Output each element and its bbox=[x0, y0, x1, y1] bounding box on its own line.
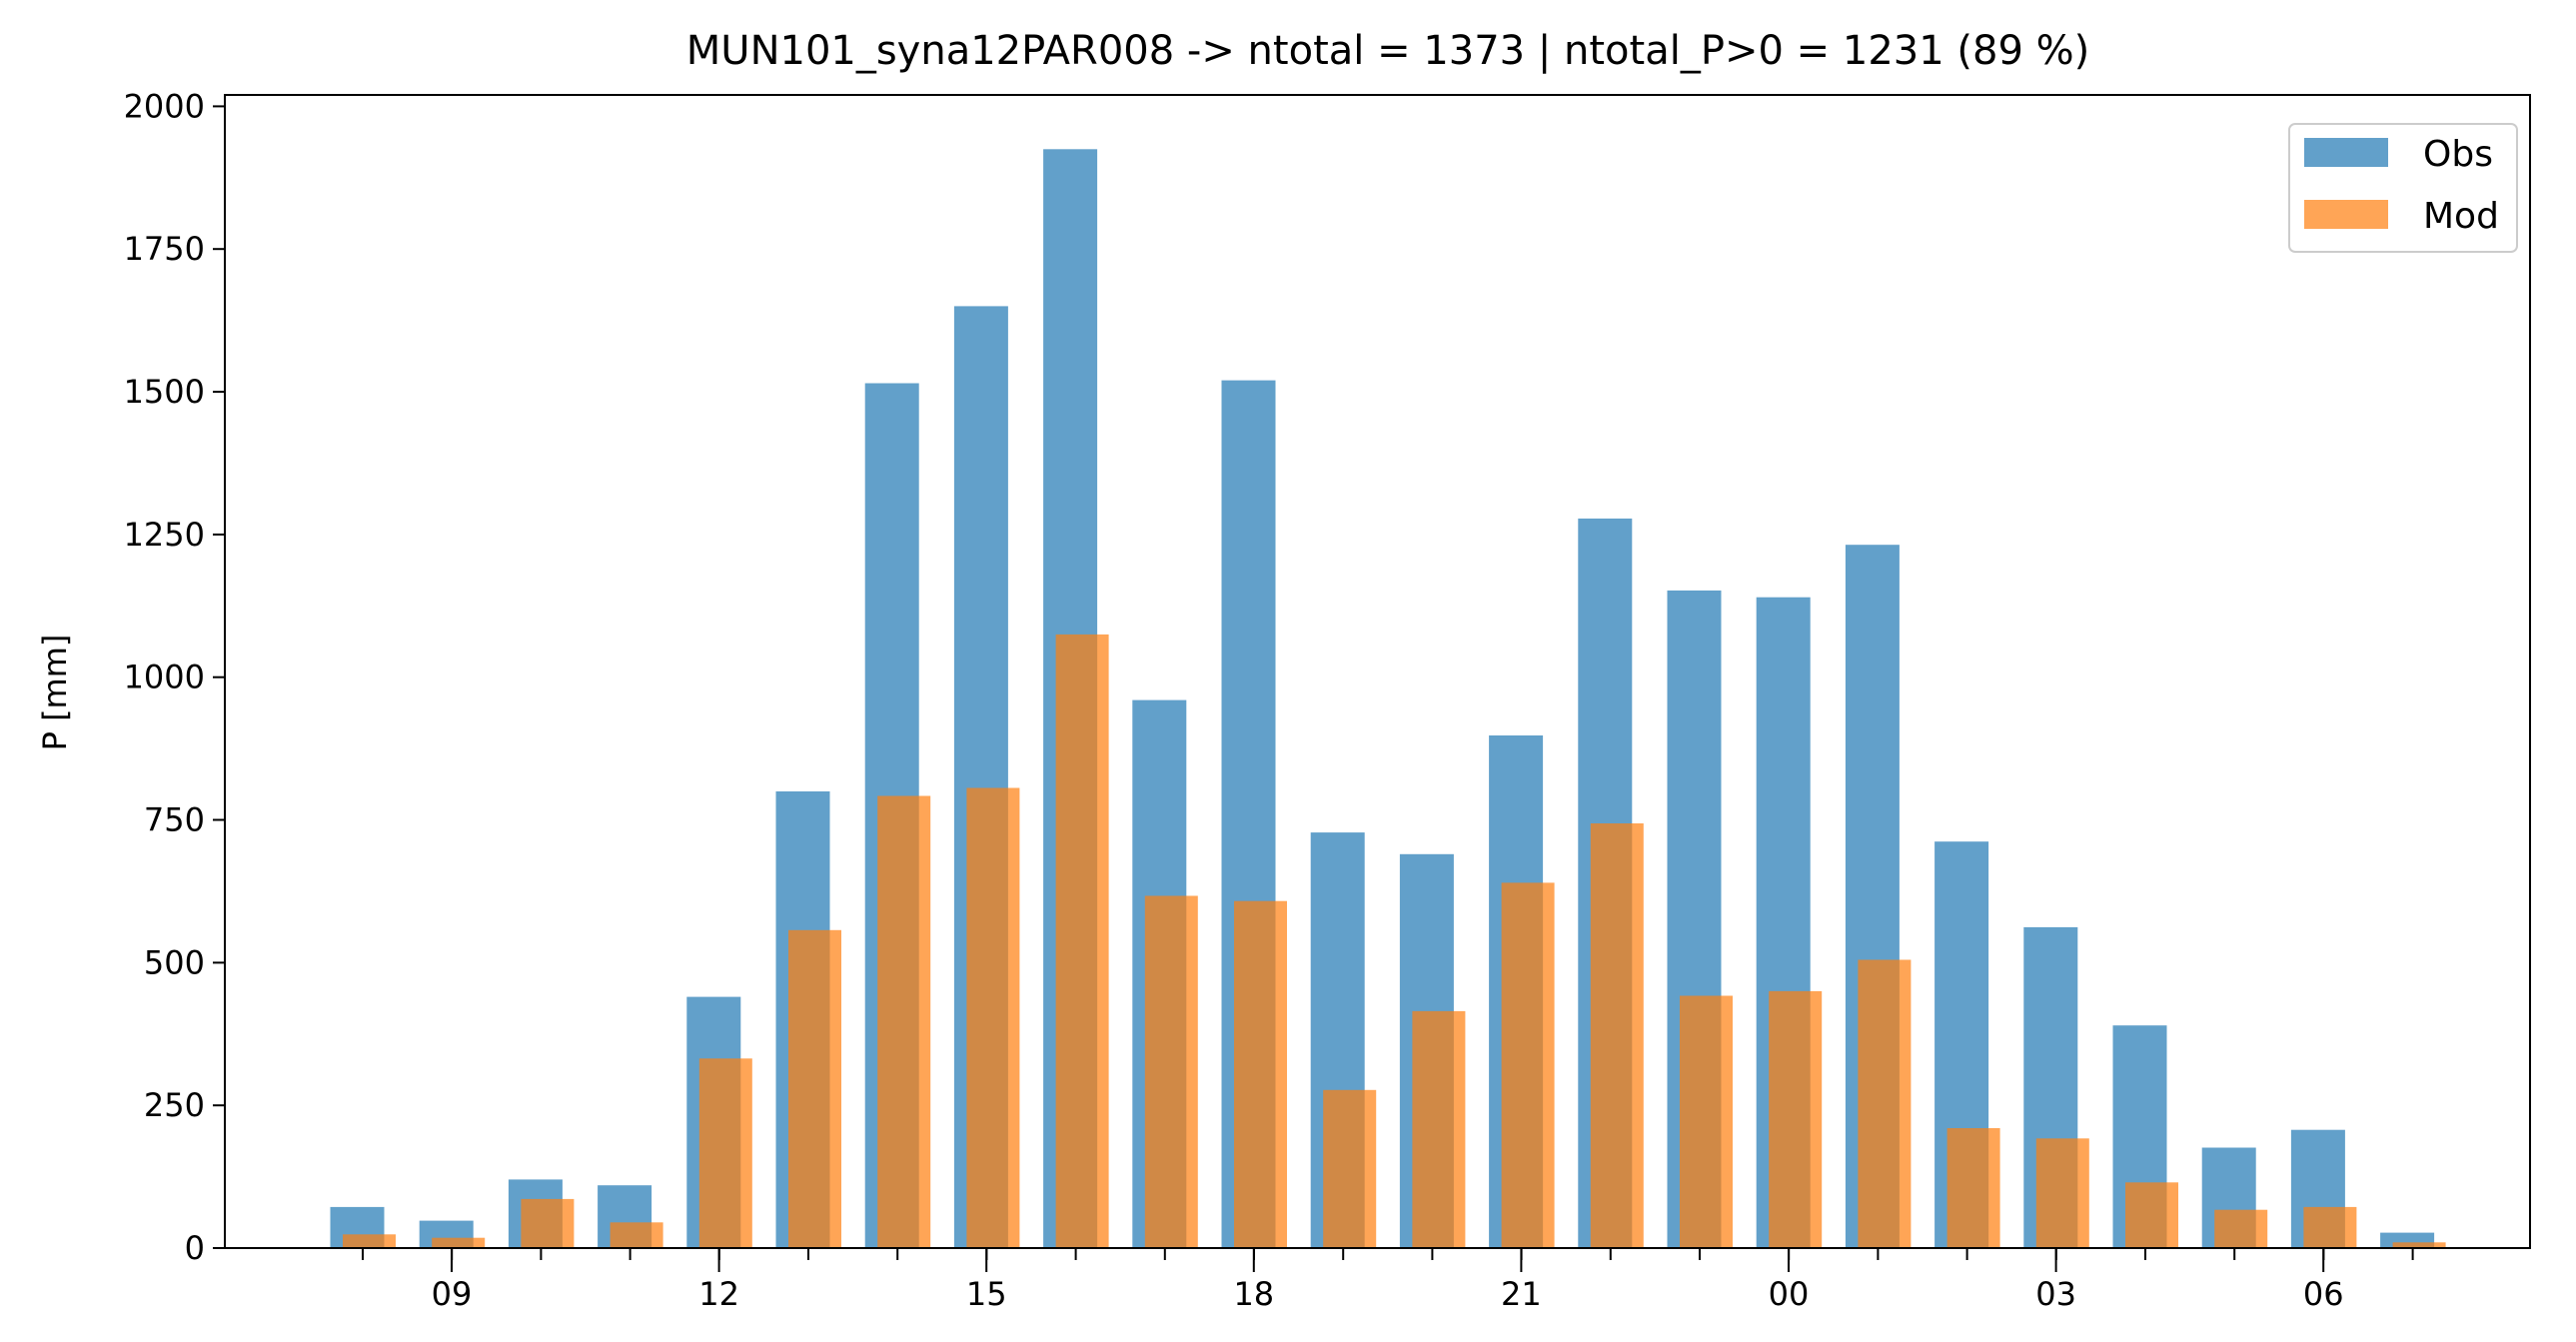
mod-bar-17 bbox=[1858, 959, 1912, 1248]
legend-swatch-mod bbox=[2304, 200, 2388, 229]
mod-bar-8 bbox=[1055, 634, 1109, 1248]
x-tick-label: 15 bbox=[966, 1275, 1007, 1313]
chart-title: MUN101_syna12PAR008 -> ntotal = 1373 | n… bbox=[686, 28, 2089, 74]
mod-bar-19 bbox=[2035, 1138, 2089, 1248]
y-tick-label: 1250 bbox=[124, 516, 205, 554]
plot-frame bbox=[224, 94, 2531, 1249]
x-tick-label: 03 bbox=[2035, 1275, 2076, 1313]
x-tick-label: 06 bbox=[2303, 1275, 2344, 1313]
mod-bar-9 bbox=[1144, 895, 1198, 1248]
mod-bar-1 bbox=[432, 1237, 486, 1248]
mod-bar-7 bbox=[966, 787, 1020, 1248]
mod-bar-10 bbox=[1234, 900, 1287, 1248]
legend-swatch-obs bbox=[2304, 138, 2388, 167]
y-tick-label: 2000 bbox=[124, 87, 205, 125]
y-axis-label: P [mm] bbox=[36, 635, 74, 751]
x-tick-label: 09 bbox=[432, 1275, 473, 1313]
y-tick-label: 1500 bbox=[124, 373, 205, 411]
mod-bar-2 bbox=[521, 1198, 575, 1248]
x-tick-label: 00 bbox=[1769, 1275, 1810, 1313]
mod-bar-15 bbox=[1680, 995, 1733, 1248]
mod-bar-0 bbox=[343, 1234, 396, 1248]
y-axis: 0 250 500 750 1000 1250 1500 1750 2000 bbox=[124, 87, 225, 1267]
mod-bar-14 bbox=[1590, 823, 1644, 1248]
y-tick-label: 750 bbox=[144, 801, 205, 839]
y-tick-label: 0 bbox=[185, 1229, 205, 1267]
y-tick-label: 250 bbox=[144, 1086, 205, 1124]
mod-bar-20 bbox=[2125, 1182, 2178, 1248]
legend: Obs Mod bbox=[2288, 123, 2518, 253]
legend-label-obs: Obs bbox=[2423, 134, 2493, 175]
x-tick-label: 18 bbox=[1233, 1275, 1274, 1313]
mod-bar-23 bbox=[2392, 1242, 2446, 1248]
mod-bar-21 bbox=[2214, 1209, 2268, 1248]
x-tick-label: 12 bbox=[698, 1275, 739, 1313]
mod-bar-5 bbox=[788, 929, 841, 1248]
legend-label-mod: Mod bbox=[2423, 196, 2499, 237]
mod-bar-12 bbox=[1412, 1010, 1466, 1248]
mod-bar-6 bbox=[877, 795, 931, 1248]
y-tick-label: 1000 bbox=[124, 659, 205, 696]
y-tick-label: 1750 bbox=[124, 230, 205, 268]
mod-bar-18 bbox=[1946, 1128, 2000, 1248]
mod-bar-11 bbox=[1323, 1089, 1377, 1248]
x-tick-label: 21 bbox=[1501, 1275, 1542, 1313]
mod-bar-16 bbox=[1769, 990, 1823, 1248]
x-axis: 09 12 15 18 21 00 03 06 bbox=[362, 1248, 2414, 1313]
mod-bar-13 bbox=[1501, 882, 1555, 1248]
mod-bar-22 bbox=[2303, 1206, 2357, 1248]
mod-bar-3 bbox=[610, 1222, 663, 1248]
obs-bars bbox=[330, 149, 2435, 1249]
y-tick-label: 500 bbox=[144, 943, 205, 981]
mod-bar-4 bbox=[698, 1058, 752, 1248]
mod-bars bbox=[343, 634, 2446, 1248]
